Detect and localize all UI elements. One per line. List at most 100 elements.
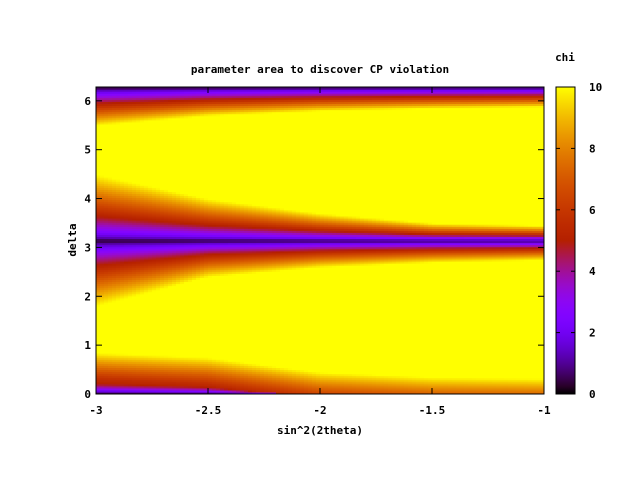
heatmap-cell xyxy=(176,203,181,207)
heatmap-cell xyxy=(96,351,101,354)
heatmap-cell xyxy=(124,387,129,391)
heatmap-cell xyxy=(148,338,153,342)
heatmap-cell xyxy=(160,97,165,100)
heatmap-cell xyxy=(132,258,137,262)
heatmap-cell xyxy=(112,136,117,139)
heatmap-cell xyxy=(104,93,109,96)
heatmap-cell xyxy=(128,195,133,199)
heatmap-cell xyxy=(112,363,117,366)
heatmap-cell xyxy=(96,326,101,330)
heatmap-cell xyxy=(152,314,157,317)
heatmap-cell xyxy=(96,166,101,170)
heatmap-cell xyxy=(156,314,161,317)
heatmap-cell xyxy=(116,172,121,176)
heatmap-cell xyxy=(136,346,141,350)
heatmap-cell xyxy=(104,191,109,195)
heatmap-cell xyxy=(104,140,109,143)
heatmap-cell xyxy=(180,391,185,394)
heatmap-cell xyxy=(116,125,121,129)
heatmap-cell xyxy=(124,189,129,192)
heatmap-cell xyxy=(140,95,145,98)
heatmap-cell xyxy=(160,158,165,162)
heatmap-cell xyxy=(116,195,121,199)
heatmap-cell xyxy=(96,357,101,360)
heatmap-cell xyxy=(184,387,189,391)
heatmap-cell xyxy=(100,342,105,346)
heatmap-cell xyxy=(116,275,121,278)
heatmap-cell xyxy=(152,158,157,162)
heatmap-cell xyxy=(160,189,165,192)
heatmap-cell xyxy=(144,263,149,266)
heatmap-cell xyxy=(168,232,173,235)
heatmap-cell xyxy=(100,150,105,154)
heatmap-cell xyxy=(160,162,165,166)
heatmap-cell xyxy=(152,361,157,364)
heatmap-cell xyxy=(180,144,185,147)
heatmap-cell xyxy=(164,191,169,195)
heatmap-cell xyxy=(168,285,173,289)
heatmap-cell xyxy=(180,346,185,350)
heatmap-cell xyxy=(112,310,117,313)
heatmap-cell xyxy=(160,179,165,182)
heatmap-cell xyxy=(168,189,173,192)
heatmap-cell xyxy=(172,87,177,90)
heatmap-cell xyxy=(104,146,109,149)
heatmap-cell xyxy=(100,371,105,375)
heatmap-cell xyxy=(120,115,125,119)
heatmap-cell xyxy=(156,175,161,178)
heatmap-cell xyxy=(140,91,145,94)
heatmap-cell xyxy=(164,391,169,394)
heatmap-cell xyxy=(116,338,121,342)
heatmap-cell xyxy=(148,318,153,321)
heatmap-cell xyxy=(120,203,125,207)
heatmap-cell xyxy=(180,146,185,149)
heatmap-cell xyxy=(140,310,145,313)
heatmap-cell xyxy=(180,95,185,98)
heatmap-cell xyxy=(168,205,173,209)
heatmap-cell xyxy=(176,263,181,266)
heatmap-cell xyxy=(180,129,185,133)
heatmap-cell xyxy=(112,367,117,371)
heatmap-cell xyxy=(100,181,105,184)
heatmap-cell xyxy=(132,199,137,203)
heatmap-cell xyxy=(152,256,157,260)
heatmap-cell xyxy=(128,379,133,383)
heatmap-cell xyxy=(140,103,145,107)
heatmap-cell xyxy=(156,361,161,364)
heatmap-cell xyxy=(108,287,113,291)
heatmap-cell xyxy=(140,336,145,340)
heatmap-cell xyxy=(128,107,133,111)
heatmap-cell xyxy=(152,351,157,354)
heatmap-cell xyxy=(104,308,109,311)
heatmap-cell xyxy=(180,308,185,311)
heatmap-cell xyxy=(176,183,181,186)
heatmap-cell xyxy=(100,220,105,223)
heatmap-cell xyxy=(116,191,121,195)
heatmap-cell xyxy=(160,377,165,381)
heatmap-cell xyxy=(120,164,125,168)
heatmap-cell xyxy=(136,213,141,217)
heatmap-cell xyxy=(176,250,181,254)
heatmap-cell xyxy=(120,101,125,104)
heatmap-cell xyxy=(140,293,145,297)
heatmap-cell xyxy=(160,355,165,358)
heatmap-cell xyxy=(100,365,105,368)
heatmap-cell xyxy=(136,123,141,127)
heatmap-cell xyxy=(104,207,109,211)
heatmap-cell xyxy=(168,301,173,305)
heatmap-cell xyxy=(176,363,181,366)
heatmap-cell xyxy=(180,136,185,139)
heatmap-cell xyxy=(144,119,149,123)
heatmap-cell xyxy=(100,91,105,94)
heatmap-cell xyxy=(160,312,165,315)
heatmap-cell xyxy=(120,387,125,391)
heatmap-cell xyxy=(160,125,165,129)
heatmap-cell xyxy=(100,391,105,394)
heatmap-cell xyxy=(120,314,125,317)
heatmap-cell xyxy=(108,371,113,375)
heatmap-cell xyxy=(100,275,105,278)
heatmap-cell xyxy=(112,205,117,209)
heatmap-cell xyxy=(116,232,121,235)
heatmap-cell xyxy=(176,170,181,174)
heatmap-cell xyxy=(112,348,117,352)
